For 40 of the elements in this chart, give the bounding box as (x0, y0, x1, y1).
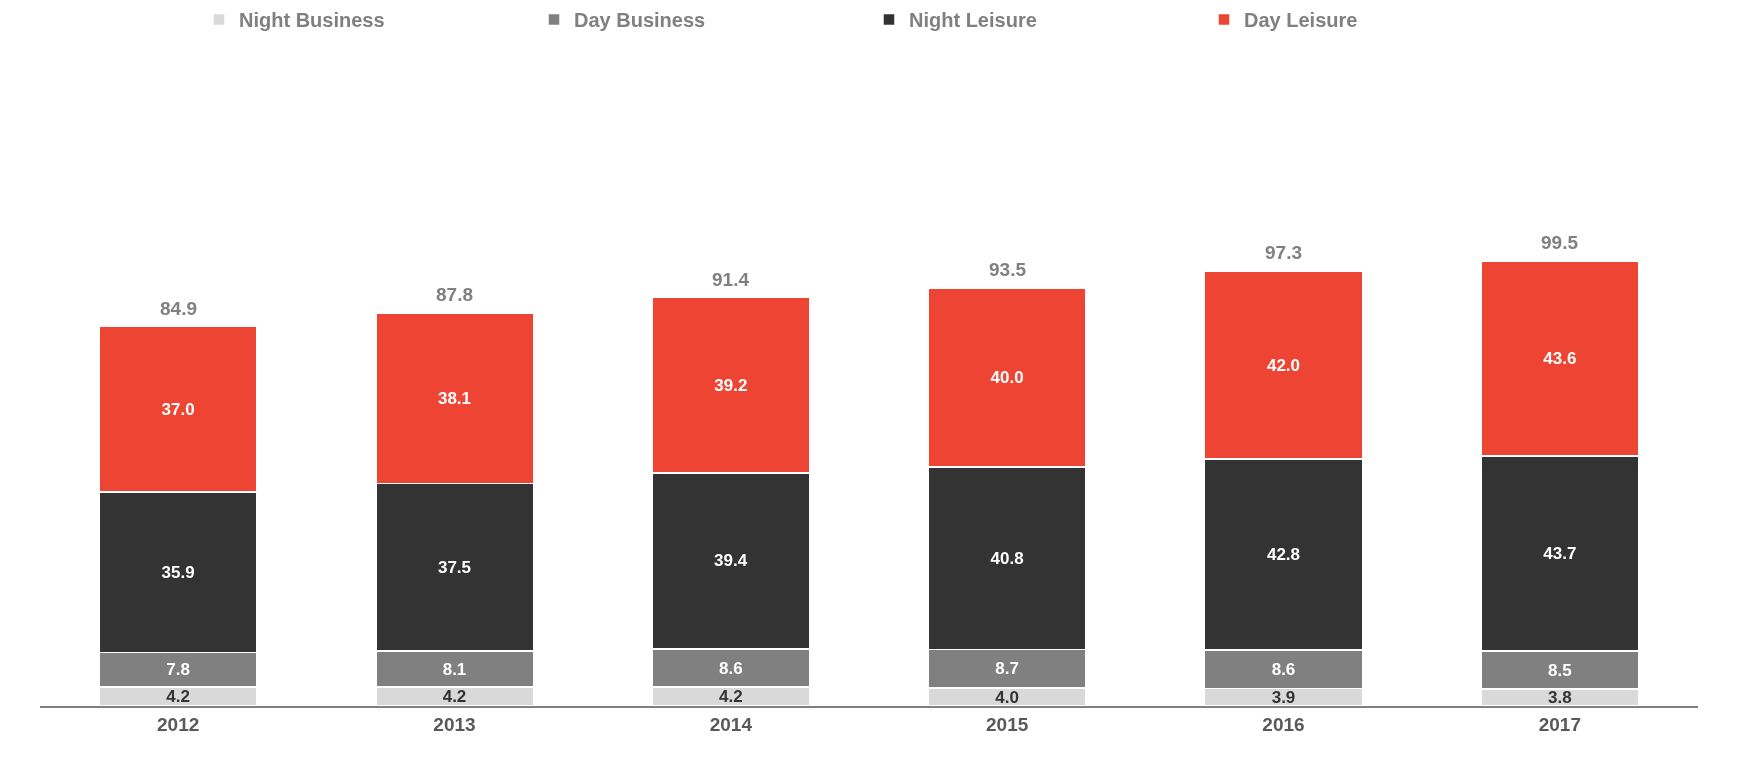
data-label: 4.2 (166, 687, 190, 707)
data-label: 8.5 (1548, 660, 1572, 680)
x-tick-label: 2012 (157, 713, 200, 735)
data-label: 42.8 (1266, 545, 1301, 565)
x-tick-label: 2017 (1538, 713, 1581, 735)
data-label: 8.1 (442, 659, 467, 679)
data-label: 4.2 (719, 687, 743, 707)
total-label: 99.5 (1541, 232, 1579, 253)
data-label: 39.2 (714, 375, 748, 395)
data-label: 8.6 (1271, 659, 1296, 679)
data-label: 3.9 (1271, 687, 1296, 707)
total-label: 93.5 (989, 259, 1027, 280)
legend-label: Day Leisure (1244, 9, 1358, 32)
data-label: 8.7 (995, 659, 1019, 679)
legend-label: Night Leisure (909, 9, 1037, 32)
data-label: 40.0 (990, 368, 1024, 388)
data-label: 7.8 (166, 660, 190, 680)
data-label: 8.6 (719, 658, 743, 678)
data-label: 3.8 (1548, 688, 1572, 708)
legend-label: Day Business (574, 9, 706, 32)
legend-label: Night Business (239, 9, 385, 32)
data-label: 37.5 (437, 557, 472, 577)
total-label: 97.3 (1265, 242, 1302, 263)
data-label: 42.0 (1266, 355, 1301, 375)
x-tick-label: 2014 (709, 713, 753, 735)
total-label: 84.9 (160, 298, 197, 319)
data-label: 4.2 (442, 687, 467, 707)
data-label: 4.0 (995, 687, 1019, 707)
data-label: 35.9 (161, 562, 195, 582)
x-tick-label: 2013 (433, 713, 476, 735)
x-tick-label: 2016 (1262, 713, 1305, 735)
data-label: 39.4 (714, 551, 748, 571)
total-label: 87.8 (436, 284, 473, 305)
data-label: 43.7 (1543, 543, 1577, 563)
x-tick-label: 2015 (986, 713, 1029, 735)
data-label: 38.1 (437, 388, 472, 408)
data-label: 40.8 (990, 548, 1024, 568)
total-label: 91.4 (712, 269, 750, 290)
data-label: 37.0 (161, 399, 195, 419)
data-label: 43.6 (1543, 348, 1577, 368)
